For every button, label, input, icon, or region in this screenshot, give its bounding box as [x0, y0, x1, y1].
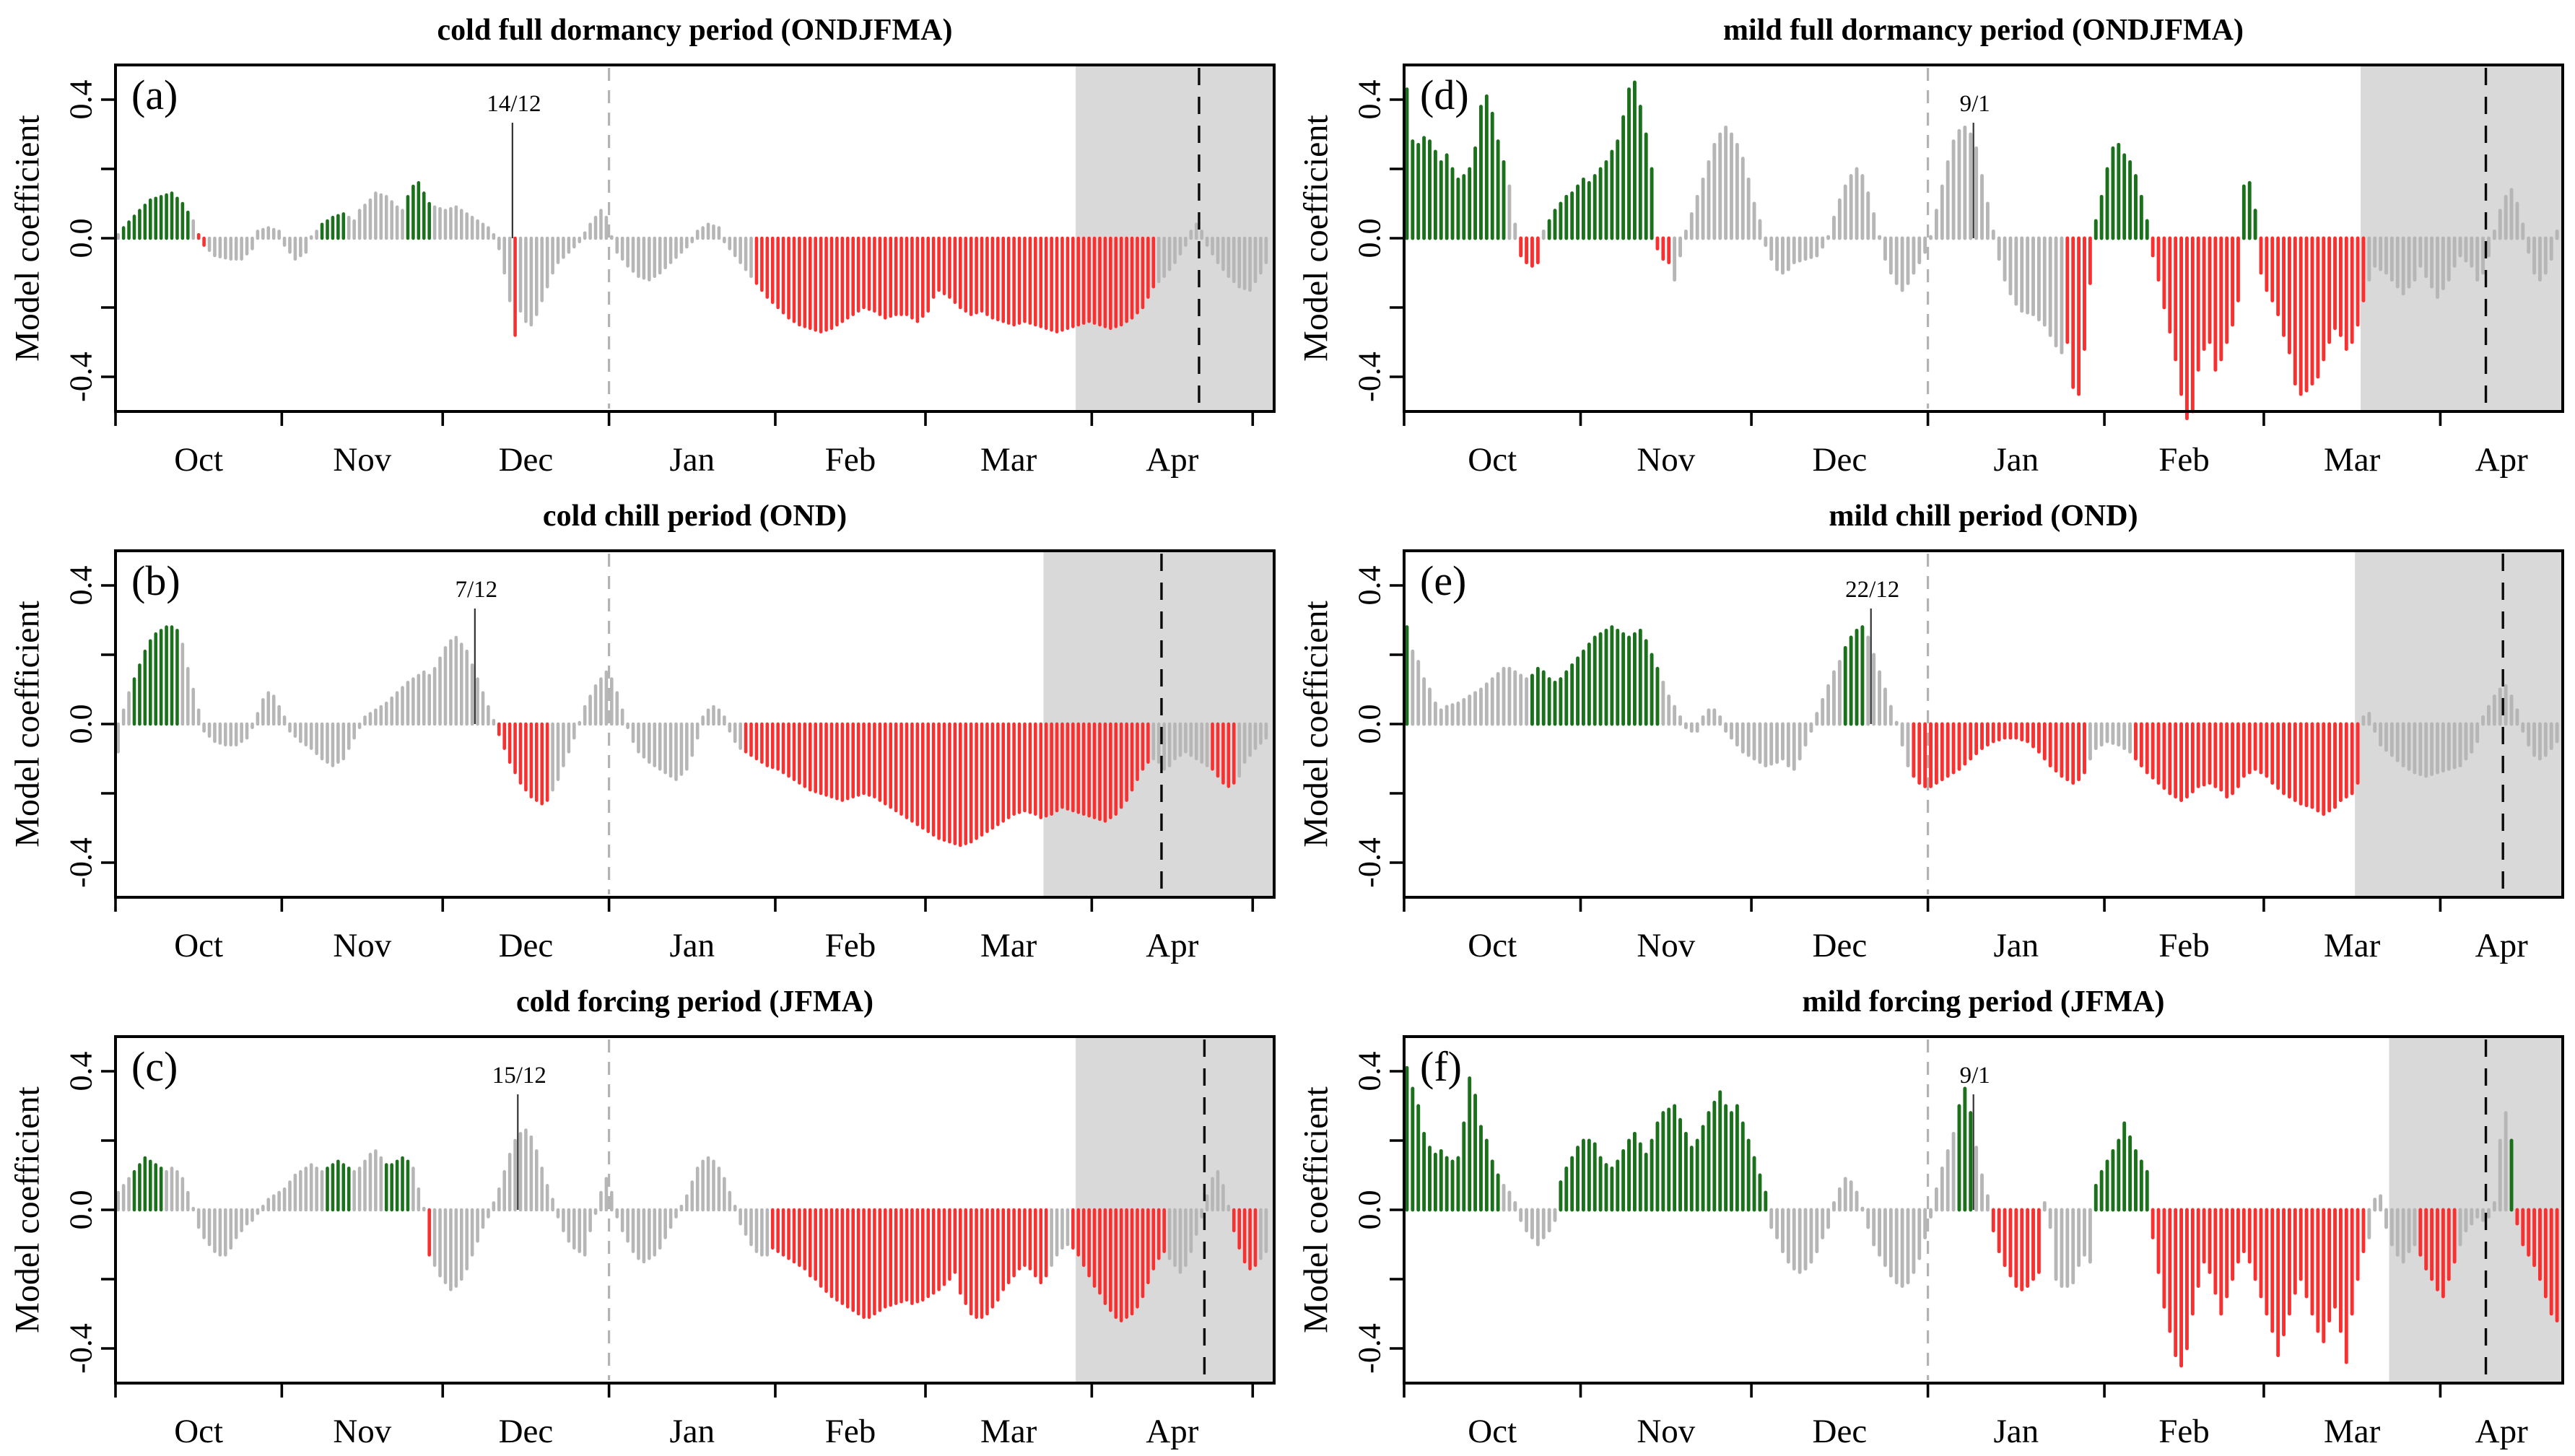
month-label: Nov	[333, 441, 391, 479]
month-label: Jan	[1994, 927, 2039, 964]
month-label: Oct	[1468, 927, 1517, 964]
month-label: Feb	[2158, 1413, 2210, 1450]
month-label: Mar	[2324, 441, 2381, 479]
panel-plot-f: Oct Nov Dec Jan Feb Mar Apr	[1390, 1035, 2564, 1450]
panel-plot-c: Oct Nov Dec Jan Feb Mar Apr	[101, 1035, 1276, 1450]
month-label: Oct	[174, 927, 223, 964]
panel-plot-b: Oct Nov Dec Jan Feb Mar Apr	[101, 549, 1276, 964]
month-label: Dec	[1813, 927, 1868, 964]
month-label: Jan	[669, 927, 715, 964]
panel-plot-e: Oct Nov Dec Jan Feb Mar Apr	[1390, 549, 2564, 964]
month-label: Dec	[499, 1413, 554, 1450]
month-label: Jan	[1994, 441, 2039, 479]
bars	[1405, 1065, 2559, 1368]
month-label: Feb	[825, 1413, 876, 1450]
month-label: Nov	[1637, 927, 1695, 964]
month-label: Nov	[1637, 1413, 1695, 1450]
month-label: Oct	[174, 1413, 223, 1450]
month-label: Feb	[825, 927, 876, 964]
panel-plot-a: Oct Nov Dec Jan Feb Mar Apr	[101, 64, 1276, 479]
month-label: Nov	[1637, 441, 1695, 479]
month-label: Mar	[980, 1413, 1037, 1450]
month-label: Feb	[2158, 927, 2210, 964]
month-label: Feb	[825, 441, 876, 479]
month-label: Oct	[1468, 441, 1517, 479]
bars	[1405, 625, 2559, 816]
month-label: Nov	[333, 927, 391, 964]
month-label: Dec	[499, 927, 554, 964]
bars	[116, 180, 1268, 337]
panel-plot-d: Oct Nov Dec Jan Feb Mar Apr	[1390, 64, 2564, 479]
month-label: Dec	[1813, 1413, 1868, 1450]
month-label: Apr	[2475, 1413, 2528, 1450]
month-label: Apr	[2475, 927, 2528, 964]
month-label: Jan	[669, 441, 715, 479]
month-label: Mar	[2324, 927, 2381, 964]
month-label: Feb	[2158, 441, 2210, 479]
month-label: Oct	[174, 441, 223, 479]
month-label: Oct	[1468, 1413, 1517, 1450]
month-label: Jan	[669, 1413, 715, 1450]
month-label: Dec	[1813, 441, 1868, 479]
bars	[116, 625, 1268, 847]
bars	[1405, 80, 2559, 421]
month-label: Mar	[2324, 1413, 2381, 1450]
month-label: Dec	[499, 441, 554, 479]
bars	[116, 1128, 1268, 1322]
month-label: Apr	[1146, 1413, 1198, 1450]
month-label: Mar	[980, 927, 1037, 964]
month-label: Apr	[1146, 441, 1198, 479]
month-label: Apr	[1146, 927, 1198, 964]
month-label: Jan	[1994, 1413, 2039, 1450]
month-label: Nov	[333, 1413, 391, 1450]
month-label: Mar	[980, 441, 1037, 479]
month-label: Apr	[2475, 441, 2528, 479]
